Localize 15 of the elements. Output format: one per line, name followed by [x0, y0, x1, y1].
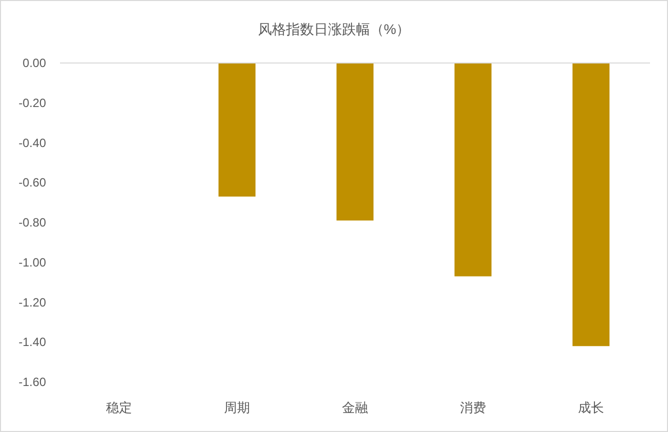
y-tick-label: -0.80 [18, 216, 46, 230]
x-tick-label: 消费 [460, 400, 486, 415]
y-tick-label: -0.60 [18, 176, 46, 190]
x-tick-label: 稳定 [106, 400, 132, 415]
y-tick-label: -1.40 [18, 335, 46, 350]
y-tick-label: -1.60 [18, 375, 46, 389]
chart-title: 风格指数日涨跌幅（%） [258, 21, 410, 37]
y-tick-label: 0.00 [22, 56, 46, 70]
y-tick-label: -0.20 [18, 96, 46, 110]
x-tick-label: 金融 [342, 400, 368, 415]
x-tick-label: 成长 [578, 400, 604, 415]
y-tick-label: -1.00 [18, 255, 46, 270]
y-tick-label: -0.40 [18, 136, 46, 150]
y-tick-label: -1.20 [18, 295, 46, 310]
x-tick-label: 周期 [224, 400, 250, 415]
